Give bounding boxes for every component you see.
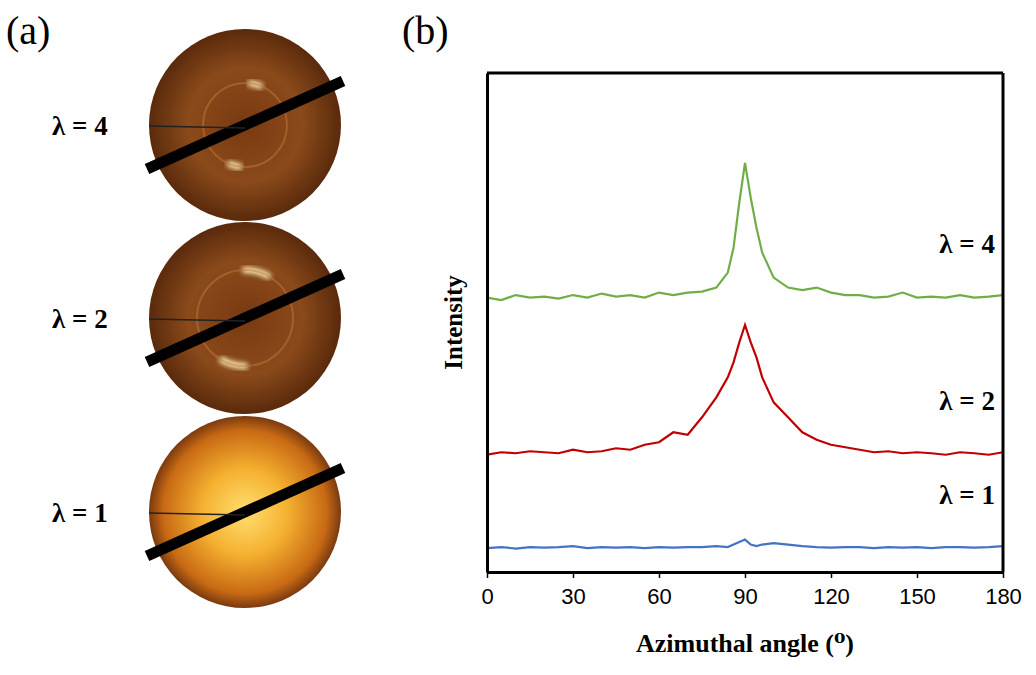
x-axis: 0 30 60 90 120 150 180: [481, 572, 1021, 609]
image-label: λ = 1: [52, 498, 108, 528]
plot-frame: [487, 72, 1003, 75]
x-tick-label: 180: [985, 584, 1022, 609]
image-label: λ = 2: [52, 304, 108, 334]
x-tick: 30: [561, 572, 585, 609]
diffraction-image: [147, 29, 343, 221]
series-label: λ = 4: [939, 229, 995, 259]
x-tick: 0: [481, 572, 493, 609]
beam-stop: [147, 81, 343, 169]
diffraction-image: [147, 222, 343, 414]
series-line: [487, 325, 1003, 455]
beam-stop-arm: [149, 513, 245, 515]
beam-stop: [147, 274, 343, 362]
series-line: [487, 540, 1003, 549]
panel-letter: (b): [402, 8, 449, 53]
x-tick: 60: [647, 572, 671, 609]
series-line: [487, 163, 1003, 300]
diffraction-arc: [242, 267, 271, 280]
beam-stop: [147, 468, 343, 556]
x-tick: 180: [985, 572, 1022, 609]
x-tick-label: 120: [813, 584, 850, 609]
x-tick-mark: [1003, 572, 1005, 578]
diffraction-image: [147, 416, 343, 608]
y-axis: [487, 74, 488, 573]
x-tick-label: 90: [733, 584, 757, 609]
x-tick-label: 0: [481, 584, 493, 609]
x-tick-mark: [831, 572, 833, 578]
diffraction-arc: [218, 356, 247, 369]
y-axis-line: [486, 74, 489, 573]
beam-stop-arm: [149, 126, 245, 128]
x-tick: 150: [899, 572, 936, 609]
x-tick: 120: [813, 572, 850, 609]
series-group: [487, 163, 1003, 549]
x-tick-mark: [659, 572, 661, 578]
series-label: λ = 1: [939, 480, 995, 510]
figure: (a) (b) λ = 4 λ = 2 λ = 1 0 30 60 90 120 150 180 Azi…: [0, 0, 1036, 675]
plot-frame: [1002, 73, 1005, 572]
x-tick-mark: [487, 572, 489, 578]
x-tick-mark: [745, 572, 747, 578]
x-tick-label: 30: [561, 584, 585, 609]
series-label: λ = 2: [939, 386, 995, 416]
x-tick-mark: [573, 572, 575, 578]
image-label: λ = 4: [52, 111, 108, 141]
x-tick-mark: [917, 572, 919, 578]
x-tick-label: 60: [647, 584, 671, 609]
x-axis-title: Azimuthal angle (⁰): [636, 629, 854, 658]
y-axis-title: Intensity: [440, 275, 467, 370]
panel-letter: (a): [6, 8, 50, 53]
beam-stop-arm: [149, 319, 245, 321]
x-tick-label: 150: [899, 584, 936, 609]
x-tick: 90: [733, 572, 757, 609]
